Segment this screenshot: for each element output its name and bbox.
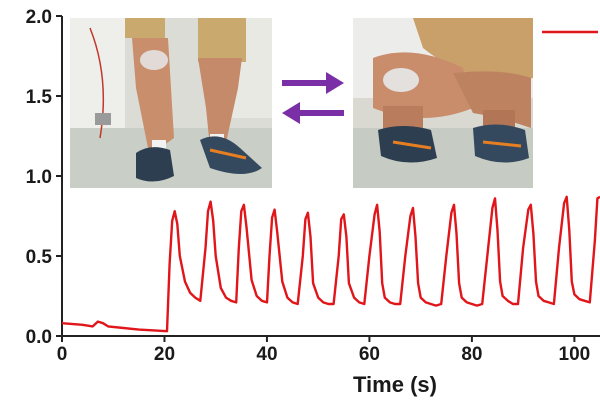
series-line <box>61 195 600 333</box>
y-tick-label: 2.0 <box>26 7 52 28</box>
arrow-right-icon <box>282 72 344 94</box>
x-axis-title: Time (s) <box>353 372 437 397</box>
x-tick-label: 60 <box>359 344 380 365</box>
x-tick-label: 80 <box>461 344 482 365</box>
arrow-left-icon <box>282 102 344 124</box>
y-tick-label: 0.5 <box>26 247 53 268</box>
y-tick-label: 0.0 <box>26 327 52 348</box>
y-tick-label: 1.0 <box>26 167 52 188</box>
standing-person-photo <box>70 18 272 188</box>
ticks-group: 0 20 40 60 80 100 0.0 0.5 1.0 1.5 2.0 <box>26 7 591 365</box>
series-group <box>61 195 600 333</box>
x-tick-label: 100 <box>559 344 591 365</box>
x-tick-label: 0 <box>57 344 68 365</box>
squatting-person-photo <box>353 18 533 188</box>
y-tick-label: 1.5 <box>26 87 53 108</box>
x-tick-label: 40 <box>256 344 277 365</box>
transition-arrows <box>282 72 344 124</box>
x-tick-label: 20 <box>154 344 175 365</box>
